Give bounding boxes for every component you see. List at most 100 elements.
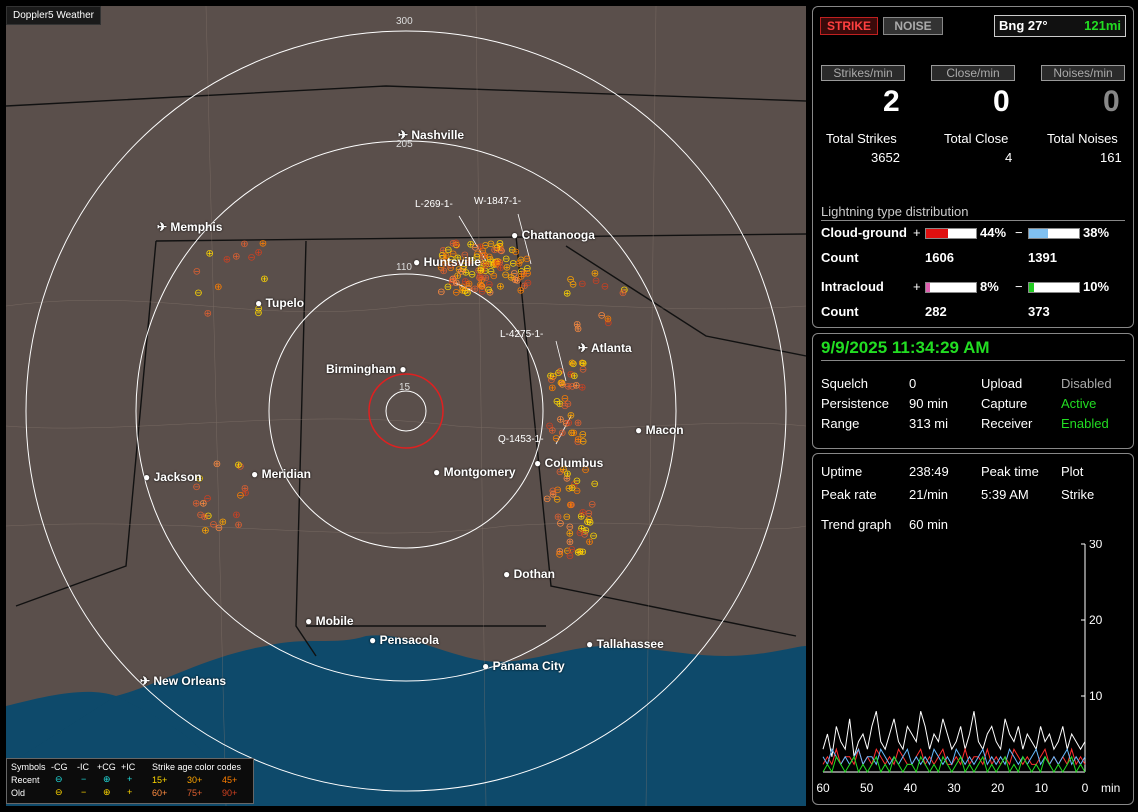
y-tick-label: 30 [1089,540,1103,551]
ic-neg-pct: 10% [1083,279,1110,294]
strike-marker: ⊕ [568,358,576,369]
strike-label: L-269-1- [415,199,453,210]
strike-marker: ⊖ [461,250,469,261]
strike-marker: ⊖ [464,283,472,294]
trend-graph-value[interactable]: 60 min [909,517,949,532]
strike-marker: ⊕ [453,241,461,252]
cg-pos-bar [925,228,977,239]
strike-marker: ⊖ [517,266,525,277]
strike-marker: ⊕ [582,525,590,536]
plot-value[interactable]: Strike [1061,487,1095,502]
strike-marker: ⊕ [204,309,212,320]
strike-marker: ⊖ [448,274,456,285]
lightning-map[interactable]: ⊖ ⊕ ⊕ ⊖ ⊖ ⊕ ⊖ ⊖ ⊖ ⊕ ⊕ ⊖ ⊕ ⊖ ⊕ ⊖ ⊖ ⊖ ⊕ ⊕ ⊖ ⊕ ⊖ ⊕ ⊖ ⊖ ⊕ ⊕ ⊖ ⊖ ⊖ ⊖ ⊖ ⊖ ⊕ ⊕ ⊖ ⊖ ⊕ ⊕… [6,6,806,806]
ring-label-15: 15 [399,382,411,393]
legend-recent-label: Recent [11,775,40,785]
strike-marker: ⊖ [438,250,446,261]
city-tallahassee: ● Tallahassee [586,637,664,651]
strike-marker: ⊖ [523,254,531,265]
strike-marker: ⊕ [462,267,470,278]
strike-marker: ⊕ [564,382,572,393]
strike-marker: ⊕ [476,272,484,283]
squelch-value: 0 [909,376,917,391]
strike-marker: ⊖ [496,246,504,257]
bearing-lines [458,213,572,445]
strike-marker: ⊕ [566,528,574,539]
strike-marker: ⊕ [556,547,564,558]
strike-marker: ⊕ [591,269,599,280]
strike-marker: ⊕ [468,256,476,267]
pos-cg-recent-icon: ⊕ [103,774,111,784]
strike-marker: ⊖ [579,365,587,376]
strike-marker: ⊖ [569,279,577,290]
ic-label: Intracloud [821,279,884,294]
strike-marker: ⊖ [502,254,510,265]
strike-marker: ⊖ [444,245,452,256]
upload-value: Disabled [1061,376,1112,391]
strike-marker: ⊖ [461,286,469,297]
strike-marker: ⊕ [223,254,231,265]
map-canvas[interactable]: ⊖⊕ ⊕⊖⊖⊕⊖ ⊖⊖⊕⊕⊖⊕⊖⊕ ⊖⊖⊖⊕ ⊕⊖⊕⊖⊕⊖⊖⊕⊕⊖⊖⊖⊖⊖⊖⊕⊕ ⊖⊖⊕ ⊕… [6,6,806,806]
trend-series-line [822,747,1086,766]
cg-neg-bar [1028,228,1080,239]
strike-marker: ⊕ [546,371,554,382]
plot-label: Plot [1061,464,1084,479]
strike-marker: ⊖ [437,262,445,273]
strike-marker: ⊖ [561,401,569,412]
close-range-ring [368,373,444,449]
ring-label-205: 205 [396,139,413,150]
strike-marker: ⊕ [453,271,461,282]
strike-marker: ⊕ [511,275,519,286]
city-jackson: ● Jackson [143,470,202,484]
strike-marker: ⊖ [446,263,454,274]
strike-marker: ⊕ [586,518,594,529]
city-atlanta: ✈ Atlanta [578,341,632,355]
total-close: 4 [1005,150,1013,165]
cg-pos-pct: 44% [980,225,1007,240]
y-tick-label: 10 [1089,689,1103,703]
strike-marker: ⊖ [462,256,470,267]
city-macon: ● Macon [635,423,684,437]
strike-label: L-4275-1- [500,329,544,340]
strike-marker: ⊖ [487,239,495,250]
legend-col: +CG [97,762,116,772]
strike-marker: ⊖ [512,247,520,258]
range-rings [25,30,787,792]
total-noises-label: Total Noises [1047,131,1118,146]
plus-sign: + [913,225,921,240]
strike-marker: ⊕ [490,259,498,270]
strike-button[interactable]: STRIKE [820,17,878,35]
strike-marker: ⊖ [585,514,593,525]
cg-neg-pct: 38% [1083,225,1110,240]
strike-marker: ⊖ [510,269,518,280]
strike-marker: ⊕ [520,269,528,280]
strike-marker: ⊖ [585,508,593,519]
city-new-orleans: ✈ New Orleans [140,674,227,688]
settings-panel: 9/9/2025 11:34:29 AM Squelch 0 Upload Di… [812,333,1134,449]
strike-marker: ⊖ [574,437,582,448]
strike-marker: ⊖ [444,282,452,293]
strike-marker: ⊖ [579,437,587,448]
strike-marker: ⊖ [568,382,576,393]
noise-rate: 0 [1103,85,1120,118]
strike-marker: ⊕ [441,256,449,267]
strike-marker: ⊖ [446,261,454,272]
strike-marker: ⊖ [452,240,460,251]
strike-marker: ⊖ [576,528,584,539]
close-per-min-header: Close/min [931,65,1015,81]
strike-marker: ⊖ [478,266,486,277]
peak-time-label: Peak time [981,464,1039,479]
strikes-rate: 2 [883,85,900,118]
strike-marker: ⊕ [513,276,521,287]
capture-label: Capture [981,396,1028,411]
city-chattanooga: ● Chattanooga [511,228,595,242]
strike-marker: ⊖ [579,429,587,440]
total-close-label: Total Close [944,131,1009,146]
strike-marker: ⊕ [574,418,582,429]
noise-button[interactable]: NOISE [883,17,943,35]
strike-marker: ⊖ [553,397,561,408]
strike-marker: ⊕ [464,257,472,268]
neg-ic-recent-icon: − [81,774,87,784]
strike-marker: ⊕ [449,239,457,250]
strike-marker: ⊖ [566,275,574,286]
